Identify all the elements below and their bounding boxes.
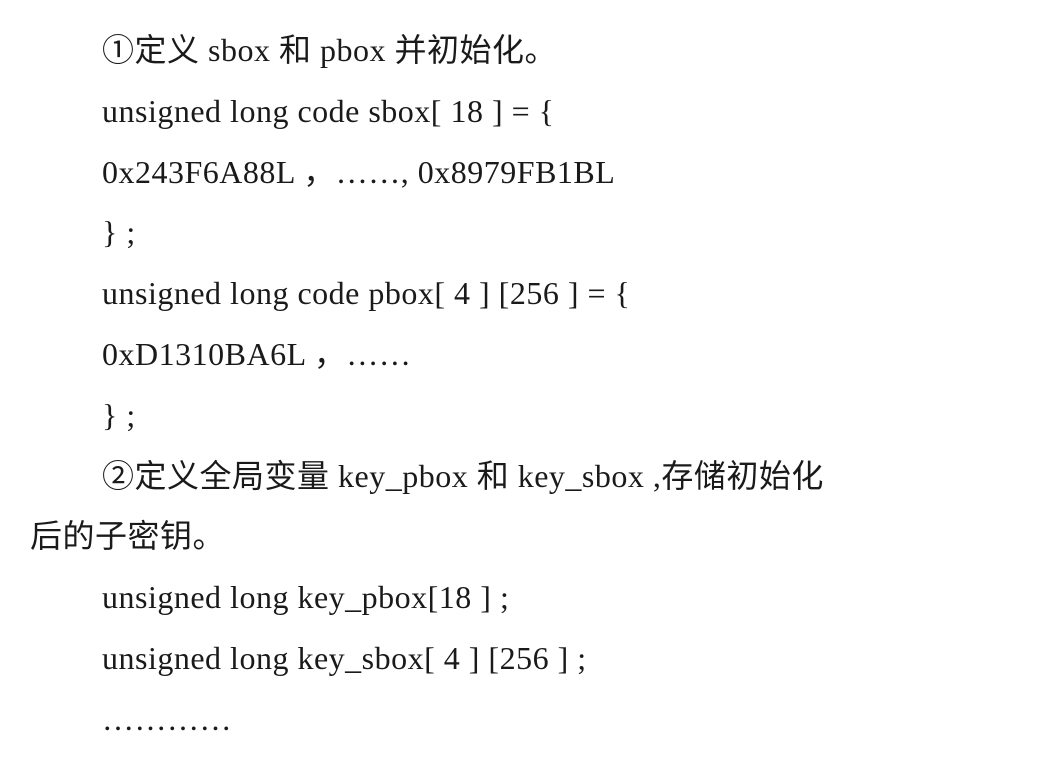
text-line: unsigned long key_sbox[ 4 ] [256 ] ; bbox=[30, 628, 1014, 689]
text-line: 0x243F6A88L ，……, 0x8979FB1BL bbox=[30, 142, 1014, 203]
text-line: } ; bbox=[30, 202, 1014, 263]
document-text-block: ①定义 sbox 和 pbox 并初始化。 unsigned long code… bbox=[30, 20, 1014, 750]
text-line: ①定义 sbox 和 pbox 并初始化。 bbox=[30, 20, 1014, 81]
text-line: unsigned long code sbox[ 18 ] = { bbox=[30, 81, 1014, 142]
text-line: } ; bbox=[30, 385, 1014, 446]
text-line: ………… bbox=[30, 689, 1014, 750]
text-line: unsigned long key_pbox[18 ] ; bbox=[30, 567, 1014, 628]
text-line: 0xD1310BA6L ，…… bbox=[30, 324, 1014, 385]
text-line: 后的子密钥。 bbox=[30, 506, 1014, 567]
text-line: unsigned long code pbox[ 4 ] [256 ] = { bbox=[30, 263, 1014, 324]
text-line: ②定义全局变量 key_pbox 和 key_sbox ,存储初始化 bbox=[30, 446, 1014, 507]
